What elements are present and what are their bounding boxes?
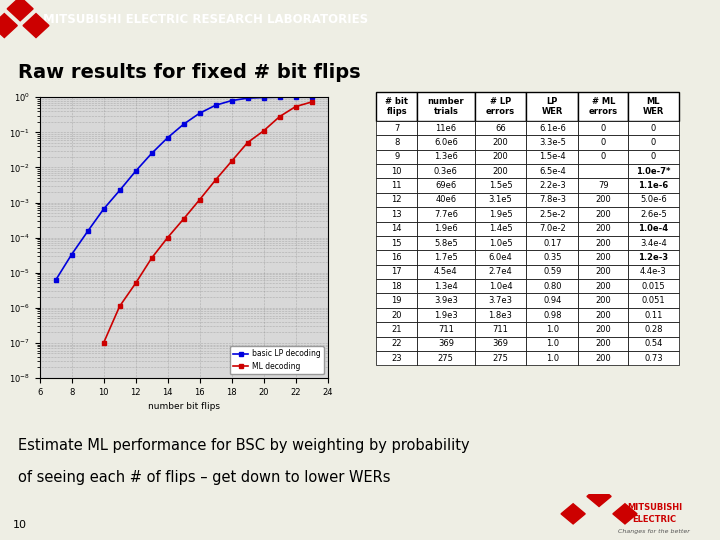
Text: 10: 10 [13,520,27,530]
X-axis label: number bit flips: number bit flips [148,402,220,411]
basic LP decoding [292,94,300,100]
basic LP decoding [243,95,252,102]
basic LP decoding [131,168,140,174]
ML decoding [179,215,188,222]
Text: MITSUBISHI: MITSUBISHI [627,503,682,512]
ML decoding [99,340,108,346]
ML decoding [163,234,172,241]
basic LP decoding [84,228,92,235]
Legend: basic LP decoding, ML decoding: basic LP decoding, ML decoding [230,346,324,374]
ML decoding [195,197,204,203]
Polygon shape [23,14,49,38]
Polygon shape [587,487,611,507]
Polygon shape [613,504,637,524]
Text: Raw results for fixed # bit flips: Raw results for fixed # bit flips [18,63,361,83]
basic LP decoding [115,187,124,194]
basic LP decoding [179,121,188,127]
Line: ML decoding: ML decoding [102,99,314,346]
basic LP decoding [211,102,220,109]
basic LP decoding [228,97,236,104]
Text: ELECTRIC: ELECTRIC [632,515,676,524]
Text: Estimate ML performance for BSC by weighting by probability: Estimate ML performance for BSC by weigh… [18,438,469,453]
ML decoding [131,280,140,287]
Polygon shape [7,0,33,21]
basic LP decoding [307,94,316,100]
ML decoding [228,158,236,165]
ML decoding [148,255,156,261]
Y-axis label: word-error rate: word-error rate [0,203,4,272]
ML decoding [292,103,300,110]
basic LP decoding [148,150,156,157]
ML decoding [307,99,316,105]
Polygon shape [561,504,585,524]
Text: Changes for the better: Changes for the better [618,529,690,534]
Text: of seeing each # of flips – get down to lower WERs: of seeing each # of flips – get down to … [18,470,390,485]
basic LP decoding [163,134,172,141]
ML decoding [115,303,124,309]
ML decoding [211,177,220,183]
basic LP decoding [67,251,76,258]
basic LP decoding [99,206,108,212]
Polygon shape [0,14,17,38]
Line: basic LP decoding: basic LP decoding [53,94,314,282]
basic LP decoding [195,110,204,117]
ML decoding [259,127,268,134]
ML decoding [275,113,284,120]
ML decoding [243,139,252,146]
basic LP decoding [275,94,284,100]
basic LP decoding [51,277,60,284]
basic LP decoding [259,94,268,101]
Text: MITSUBISHI ELECTRIC RESEARCH LABORATORIES: MITSUBISHI ELECTRIC RESEARCH LABORATORIE… [43,14,369,26]
